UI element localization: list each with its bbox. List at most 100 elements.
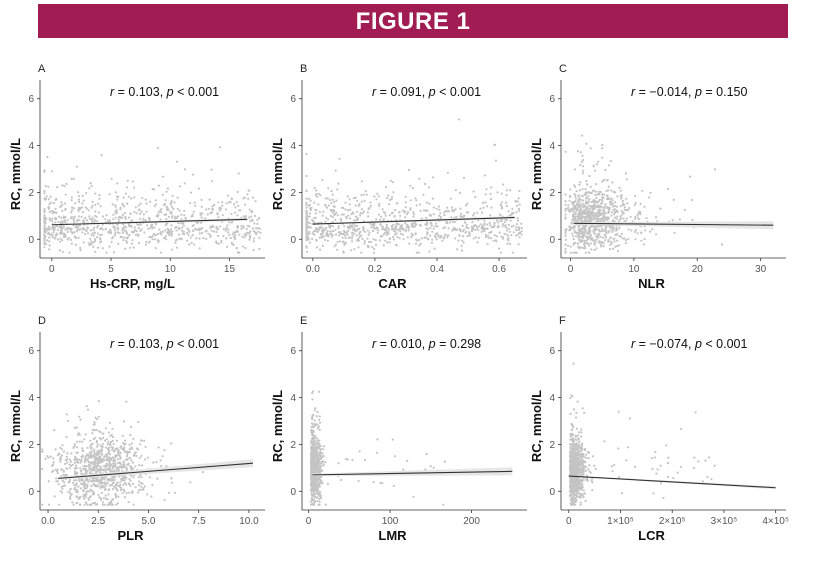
scatter-point: [409, 208, 412, 211]
scatter-point: [97, 211, 100, 214]
scatter-point: [45, 195, 48, 198]
scatter-point: [422, 209, 426, 212]
scatter-point: [91, 232, 94, 235]
scatter-point: [602, 216, 605, 219]
scatter-point: [321, 214, 324, 217]
scatter-point: [578, 240, 582, 243]
scatter-point: [48, 503, 51, 506]
scatter-point: [148, 218, 151, 222]
scatter-point: [166, 227, 169, 230]
scatter-point: [114, 492, 117, 495]
scatter-point: [427, 238, 430, 241]
scatter-point: [305, 174, 308, 178]
scatter-point: [174, 215, 177, 218]
scatter-point: [53, 237, 56, 240]
scatter-point: [495, 235, 498, 238]
scatter-point: [317, 485, 320, 488]
scatter-point: [66, 230, 69, 234]
scatter-point: [192, 210, 195, 213]
scatter-point: [91, 200, 94, 203]
panel-letter: D: [38, 315, 46, 327]
scatter-point: [59, 458, 62, 461]
scatter-point: [425, 223, 428, 227]
scatter-point: [124, 226, 128, 229]
scatter-point: [334, 228, 337, 231]
scatter-point: [213, 203, 216, 207]
scatter-point: [581, 199, 585, 202]
scatter-point: [579, 235, 582, 238]
scatter-point: [316, 410, 319, 414]
scatter-point: [180, 213, 183, 216]
scatter-point: [593, 248, 596, 252]
scatter-point: [48, 219, 52, 222]
scatter-point: [497, 224, 500, 228]
scatter-point: [71, 232, 74, 235]
scatter-point: [348, 224, 351, 227]
scatter-point: [211, 207, 214, 210]
scatter-point: [114, 483, 118, 486]
scatter-point: [394, 209, 397, 212]
scatter-point: [572, 203, 575, 206]
scatter-point: [119, 208, 122, 211]
scatter-point: [66, 458, 69, 461]
scatter-point: [322, 210, 325, 213]
scatter-point: [392, 238, 395, 241]
scatter-point: [610, 242, 614, 245]
scatter-point: [463, 228, 466, 231]
scatter-point: [165, 238, 168, 241]
scatter-point: [389, 237, 392, 240]
scatter-point: [62, 450, 65, 453]
scatter-point: [313, 233, 316, 236]
scatter-point: [391, 181, 394, 184]
scatter-point: [91, 432, 94, 435]
scatter-point: [68, 467, 71, 470]
scatter-point: [205, 208, 208, 211]
x-axis-title: Hs-CRP, mg/L: [90, 276, 175, 291]
scatter-point: [568, 199, 571, 202]
scatter-point: [454, 237, 457, 240]
scatter-point: [125, 186, 129, 189]
scatter-point: [93, 231, 97, 234]
scatter-point: [97, 465, 100, 468]
scatter-point: [148, 476, 151, 479]
scatter-point: [603, 219, 606, 223]
scatter-point: [94, 192, 97, 195]
scatter-point: [166, 187, 169, 190]
scatter-point: [163, 498, 166, 501]
scatter-point: [352, 222, 355, 226]
scatter-point: [404, 216, 407, 219]
scatter-point: [113, 485, 116, 488]
scatter-point: [61, 250, 64, 253]
scatter-point: [143, 485, 146, 488]
scatter-point: [507, 239, 510, 242]
scatter-point: [138, 484, 141, 487]
scatter-point: [443, 234, 446, 237]
scatter-point: [599, 190, 602, 194]
scatter-point: [604, 228, 607, 231]
scatter-point: [600, 224, 603, 228]
scatter-point: [720, 243, 724, 246]
scatter-point: [122, 239, 125, 242]
scatter-point: [587, 242, 590, 245]
scatter-point: [459, 207, 462, 210]
scatter-point: [66, 219, 69, 222]
scatter-point: [112, 464, 115, 467]
scatter-point: [611, 181, 614, 184]
scatter-point: [163, 449, 166, 452]
scatter-point: [486, 243, 489, 246]
scatter-point: [151, 227, 154, 230]
scatter-point: [165, 205, 168, 208]
scatter-point: [55, 211, 58, 214]
scatter-point: [125, 492, 128, 495]
scatter-point: [509, 214, 512, 217]
scatter-point: [482, 206, 485, 209]
scatter-point: [79, 249, 82, 252]
scatter-point: [183, 182, 186, 185]
scatter-point: [202, 236, 205, 240]
scatter-point: [505, 194, 508, 197]
scatter-point: [404, 206, 407, 209]
scatter-point: [564, 247, 567, 250]
scatter-point: [74, 202, 77, 205]
scatter-point: [483, 219, 486, 222]
